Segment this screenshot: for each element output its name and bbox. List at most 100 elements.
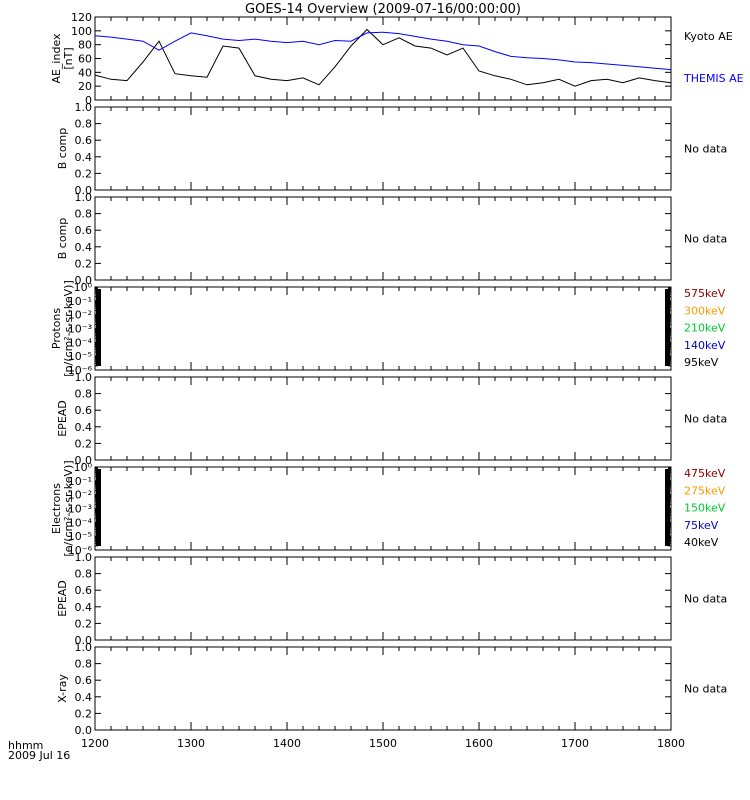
y-axis-label: [e/(cm²-s-sr-keV)] xyxy=(62,460,75,556)
panel-frame xyxy=(94,286,672,371)
y-axis-label: Electrons xyxy=(50,483,63,534)
y-tick-label: 0.4 xyxy=(75,241,93,254)
panel-epead2: 0.0 0.2 0.4 0.6 0.8 1.0 EPEAD No data xyxy=(56,551,727,647)
y-tick-label: 60 xyxy=(78,53,92,66)
y-axis-label: [nT] xyxy=(62,47,75,69)
x-tick-label: 1800 xyxy=(657,737,685,750)
y-tick-label: 10⁻³ xyxy=(68,323,92,336)
y-tick-label: 1.0 xyxy=(75,641,93,654)
legend-entry: 575keV xyxy=(684,287,726,300)
x-tick-label: 1700 xyxy=(561,737,589,750)
y-tick-label: 0.4 xyxy=(75,601,93,614)
legend-entry: 40keV xyxy=(684,536,719,549)
y-tick-label: 80 xyxy=(78,39,92,52)
data-fill-edge xyxy=(665,289,670,366)
y-tick-label: 0.6 xyxy=(75,674,93,687)
panel-frame xyxy=(94,376,672,461)
y-tick-label: 120 xyxy=(71,11,92,24)
y-tick-label: 10⁰ xyxy=(74,281,93,294)
y-tick-label: 0.0 xyxy=(75,184,93,197)
y-tick-label: 0.4 xyxy=(75,421,93,434)
y-tick-label: 10⁻⁴ xyxy=(68,516,93,529)
legend-entry: No data xyxy=(684,413,727,426)
series-line xyxy=(94,28,672,87)
x-tick-label: 1400 xyxy=(273,737,301,750)
y-axis-label: X-ray xyxy=(56,674,69,703)
y-axis-label: EPEAD xyxy=(56,580,69,617)
y-axis-label: [p/(cm²-s-sr-keV)] xyxy=(62,280,75,377)
y-tick-label: 10⁻⁶ xyxy=(68,364,93,377)
legend-entry: 95keV xyxy=(684,356,719,369)
legend-entry: 275keV xyxy=(684,484,726,497)
y-tick-label: 1.0 xyxy=(75,371,93,384)
y-tick-label: 0.8 xyxy=(75,658,93,671)
y-axis-label: B comp xyxy=(56,218,69,260)
x-tick-label: 1200 xyxy=(81,737,109,750)
y-tick-label: 0.8 xyxy=(75,388,93,401)
date-label: 2009 Jul 16 xyxy=(8,749,70,762)
y-tick-label: 10⁻³ xyxy=(68,503,92,516)
y-tick-label: 40 xyxy=(78,66,92,79)
series-line xyxy=(94,31,672,71)
y-tick-label: 10⁻⁴ xyxy=(68,336,93,349)
y-tick-label: 100 xyxy=(71,25,92,38)
legend-entry: No data xyxy=(684,143,727,156)
y-tick-label: 10⁻⁵ xyxy=(68,530,92,543)
panel-xray: 0.0 0.2 0.4 0.6 0.8 1.0 X-ray No data xyxy=(56,641,727,737)
y-tick-label: 10⁻² xyxy=(68,309,92,322)
legend-entry: No data xyxy=(684,233,727,246)
y-tick-label: 0.2 xyxy=(75,437,93,450)
panel-epead1: 0.0 0.2 0.4 0.6 0.8 1.0 EPEAD No data xyxy=(56,371,727,467)
legend-entry: No data xyxy=(684,683,727,696)
y-tick-label: 0.0 xyxy=(75,274,93,287)
x-tick-label: 1300 xyxy=(177,737,205,750)
y-tick-label: 10⁻⁶ xyxy=(68,544,93,557)
legend-entry: No data xyxy=(684,593,727,606)
y-tick-label: 0.4 xyxy=(75,151,93,164)
y-axis-label: AE_index xyxy=(50,33,63,84)
data-fill-edge xyxy=(96,469,101,546)
y-tick-label: 10⁻¹ xyxy=(68,295,92,308)
legend-entry: 75keV xyxy=(684,519,719,532)
panel-frame xyxy=(94,556,672,641)
y-tick-label: 0 xyxy=(85,94,92,107)
y-tick-label: 0.4 xyxy=(75,691,93,704)
y-tick-label: 0.2 xyxy=(75,617,93,630)
y-tick-label: 0.6 xyxy=(75,134,93,147)
y-tick-label: 0.8 xyxy=(75,118,93,131)
y-tick-label: 0.0 xyxy=(75,724,93,737)
y-tick-label: 0.0 xyxy=(75,454,93,467)
panel-frame xyxy=(94,16,672,101)
y-axis-label: EPEAD xyxy=(56,400,69,437)
panel-frame xyxy=(94,646,672,731)
time-format-label: hhmm xyxy=(8,739,43,752)
legend-entry: 210keV xyxy=(684,322,726,335)
legend-entry: THEMIS AE xyxy=(683,72,744,85)
y-tick-label: 1.0 xyxy=(75,551,93,564)
y-tick-label: 10⁻⁵ xyxy=(68,350,92,363)
data-fill-edge xyxy=(96,289,101,366)
data-fill-edge xyxy=(665,469,670,546)
y-tick-label: 0.6 xyxy=(75,404,93,417)
y-tick-label: 0.8 xyxy=(75,568,93,581)
y-tick-label: 0.8 xyxy=(75,208,93,221)
panel-frame xyxy=(94,466,672,551)
chart-title: GOES-14 Overview (2009-07-16/00:00:00) xyxy=(245,2,521,17)
y-tick-label: 0.0 xyxy=(75,634,93,647)
panel-bcomp2: 0.0 0.2 0.4 0.6 0.8 1.0 B comp No data xyxy=(56,191,727,287)
legend-entry: 475keV xyxy=(684,467,726,480)
x-tick-label: 1600 xyxy=(465,737,493,750)
legend-entry: Kyoto AE xyxy=(684,30,733,43)
y-tick-label: 20 xyxy=(78,80,92,93)
y-axis-label: Protons xyxy=(50,308,63,349)
y-tick-label: 0.6 xyxy=(75,584,93,597)
y-tick-label: 10⁰ xyxy=(74,461,93,474)
y-axis-label: B comp xyxy=(56,128,69,170)
y-tick-label: 0.2 xyxy=(75,167,93,180)
y-tick-label: 10⁻¹ xyxy=(68,475,92,488)
y-tick-label: 1.0 xyxy=(75,101,93,114)
